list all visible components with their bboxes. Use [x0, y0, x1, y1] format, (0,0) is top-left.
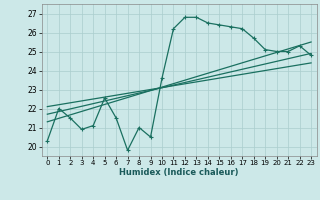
X-axis label: Humidex (Indice chaleur): Humidex (Indice chaleur) — [119, 168, 239, 177]
